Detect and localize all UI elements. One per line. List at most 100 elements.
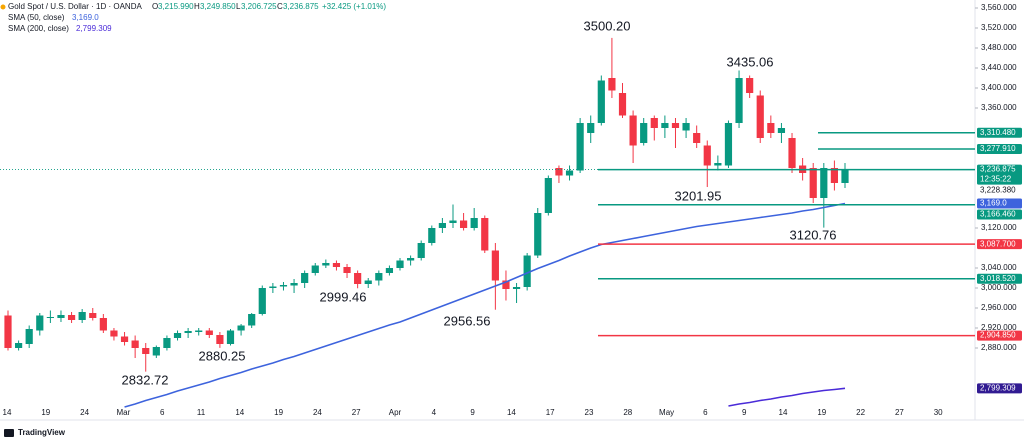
candle-body: [364, 280, 372, 284]
x-tick-label: 19: [41, 408, 50, 417]
x-tick-label: 9: [742, 408, 747, 417]
price-label: 2,799.309: [977, 383, 1022, 394]
y-tick-label: 3,120.000: [981, 223, 1017, 232]
x-tick-label: Mar: [117, 408, 131, 417]
candle-body: [375, 273, 383, 281]
y-tick-label: 2,920.000: [981, 323, 1017, 332]
symbol: Gold Spot / U.S. Dollar · 1D · OANDA: [8, 2, 142, 11]
candle-body: [78, 312, 86, 320]
candle-body: [46, 317, 54, 318]
candle-body: [481, 218, 489, 251]
candle-body: [110, 330, 118, 337]
candle-body: [354, 273, 362, 284]
candle-body: [777, 128, 786, 133]
x-tick-label: 19: [274, 408, 283, 417]
candle-body: [237, 325, 245, 331]
candle-body: [131, 340, 139, 348]
price-label: 3,018.520: [977, 273, 1022, 284]
sma50-name: SMA (50, close): [8, 13, 65, 22]
x-tick-label: 22: [856, 408, 865, 417]
candle-body: [269, 286, 277, 288]
price-label-box: [977, 164, 1022, 185]
candle-body: [640, 123, 648, 143]
price-label-text: 3,166.460: [980, 210, 1016, 219]
x-tick-label: 19: [817, 408, 826, 417]
candle-body: [608, 78, 616, 91]
c-label: C: [277, 2, 283, 11]
candle-body: [99, 318, 107, 331]
candle-body: [205, 330, 213, 335]
close: 3,236.875: [283, 2, 319, 11]
price-label-text: 3,169.0: [980, 199, 1007, 208]
price-label-box: [977, 144, 1022, 155]
x-tick-label: 14: [779, 408, 788, 417]
candle-body: [322, 263, 330, 266]
candle-body: [152, 347, 160, 356]
legend: Gold Spot / U.S. Dollar · 1D · OANDA O 3…: [0, 2, 386, 33]
candle-body: [523, 255, 531, 287]
change: +32.425 (+1.01%): [322, 2, 386, 11]
candle-body: [417, 243, 425, 258]
candle-body: [671, 123, 680, 128]
candle-body: [226, 330, 235, 344]
candle-body: [703, 145, 711, 166]
x-tick-label: 28: [623, 408, 632, 417]
o-label: O: [152, 2, 158, 11]
price-label-text: 3,228.380: [980, 186, 1016, 195]
price-label: 3,310.480: [977, 127, 1022, 138]
price-label: 2,904.850: [977, 330, 1022, 341]
axis: 3,560.000 3,520.000 3,480.000 3,440.000 3,40…: [3, 3, 1022, 417]
candle-body: [438, 223, 446, 228]
candle-body: [216, 335, 224, 344]
candle-body: [650, 118, 658, 128]
candle-body: [343, 267, 351, 273]
price-label: 3,277.910: [977, 144, 1022, 155]
price-label-text: 2,799.309: [980, 383, 1016, 392]
candle-body: [693, 133, 701, 143]
candle-body: [788, 138, 796, 168]
price-label: 3,169.0: [977, 198, 1022, 209]
x-tick-label: 4: [432, 408, 437, 417]
x-tick-label: 23: [585, 408, 594, 417]
price-label-text: 3,310.480: [980, 128, 1016, 137]
candle-body: [301, 273, 309, 283]
candle-body: [67, 315, 76, 320]
price-label-text: 3,236.875: [980, 165, 1016, 174]
annotation: 3435.06: [727, 54, 774, 69]
annotation: 2832.72: [122, 372, 169, 387]
candle-body: [57, 315, 65, 318]
x-tick-label: 14: [507, 408, 516, 417]
candle-body: [714, 163, 722, 166]
candle-body: [120, 336, 129, 342]
x-tick-label: 27: [352, 408, 361, 417]
candle-body: [163, 338, 171, 348]
x-tick-label: 30: [934, 408, 943, 417]
candle-body: [449, 220, 457, 223]
sma-line: [728, 387, 846, 407]
price-label-text: 3,087.700: [980, 239, 1016, 248]
price-label: 3,087.700: [977, 239, 1022, 250]
candle-body: [248, 314, 256, 326]
candle-body: [311, 265, 319, 273]
y-tick-label: 3,040.000: [981, 263, 1017, 272]
price-label-box: [977, 209, 1022, 220]
sma200-name: SMA (200, close): [8, 24, 69, 33]
candle-body: [629, 115, 637, 146]
price-label-box: [977, 127, 1022, 138]
candle-body: [428, 228, 436, 243]
brand-logo: [4, 429, 14, 437]
candle-body: [587, 123, 595, 133]
candle-body: [502, 280, 510, 289]
candle-body: [89, 313, 97, 318]
high: 3,249.850: [200, 2, 236, 11]
price-label-text: 3,277.910: [980, 144, 1016, 153]
y-tick-label: 3,560.000: [981, 3, 1017, 12]
price-label-box: [977, 198, 1022, 209]
y-tick-label: 2,960.000: [981, 303, 1017, 312]
low: 3,206.725: [241, 2, 277, 11]
open: 3,215.990: [158, 2, 194, 11]
x-tick-label: Apr: [389, 408, 402, 417]
candle-body: [830, 168, 839, 183]
candle-body: [544, 178, 552, 213]
